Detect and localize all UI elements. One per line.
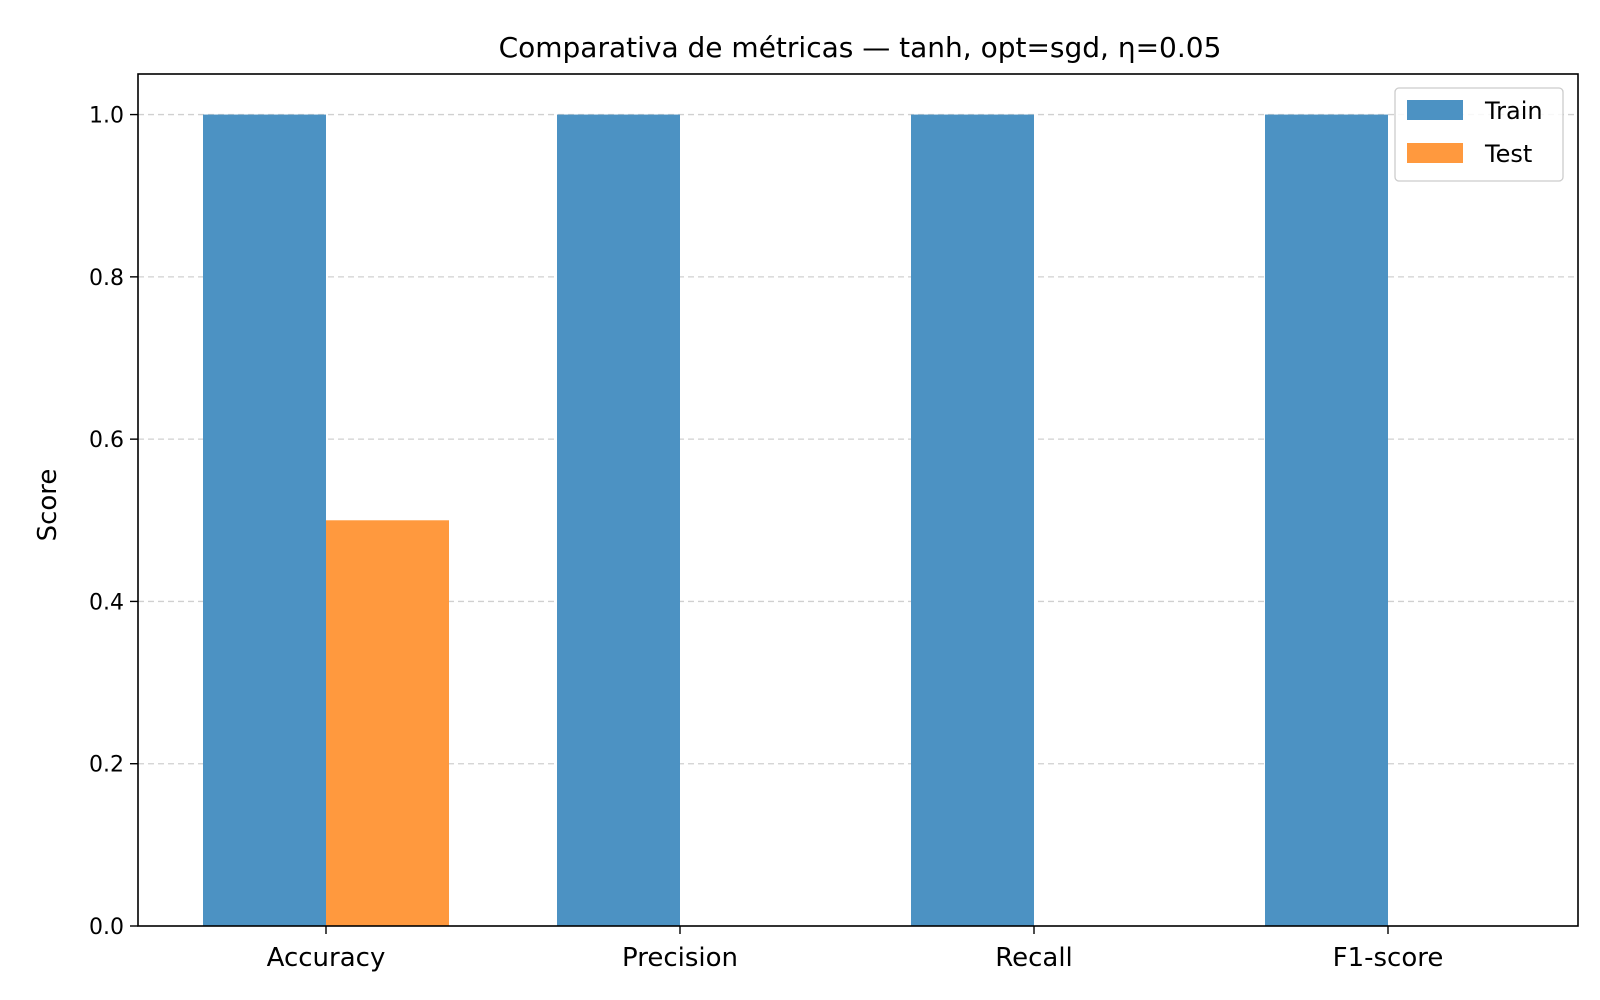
y-tick-label-4: 0.8 xyxy=(89,266,124,291)
x-tick-label-2: Recall xyxy=(995,943,1073,973)
y-tick-label-3: 0.6 xyxy=(89,428,124,453)
bar-test-accuracy xyxy=(326,520,449,926)
y-tick-label-0: 0.0 xyxy=(89,915,124,940)
y-tick-label-1: 0.2 xyxy=(89,753,124,778)
x-tick-label-0: Accuracy xyxy=(267,943,386,973)
bar-train-recall xyxy=(911,114,1034,927)
chart-title: Comparativa de métricas — tanh, opt=sgd,… xyxy=(499,31,1222,64)
x-tick-label-1: Precision xyxy=(622,943,738,973)
bar-train-precision xyxy=(557,114,680,927)
y-tick-label-2: 0.4 xyxy=(89,590,124,615)
y-axis-label: Score xyxy=(33,469,63,542)
legend: Train Test xyxy=(1394,87,1564,182)
legend-swatch-train xyxy=(1407,100,1463,120)
legend-label-test: Test xyxy=(1484,140,1532,168)
x-tick-label-3: F1-score xyxy=(1333,943,1444,973)
legend-label-train: Train xyxy=(1484,97,1543,125)
plot-frame xyxy=(137,73,1579,927)
bar-train-f1-score xyxy=(1265,114,1388,927)
y-tick-label-5: 1.0 xyxy=(89,104,124,129)
axis-ticks: 0.0 0.2 0.4 0.6 0.8 1.0 Accuracy Precision Recal… xyxy=(89,104,1443,973)
bars xyxy=(203,114,1388,927)
legend-swatch-test xyxy=(1407,143,1463,163)
bar-train-accuracy xyxy=(203,114,326,927)
